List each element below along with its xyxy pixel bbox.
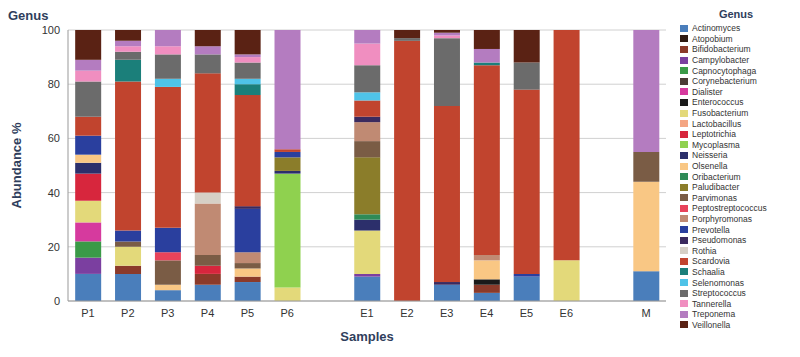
html-text:Corynebacterium: Corynebacterium: [692, 76, 757, 87]
html-text:Scardovia: Scardovia: [692, 256, 730, 267]
svg-text:E3: E3: [440, 307, 453, 319]
html-text:Campylobacter: Campylobacter: [692, 55, 750, 66]
svg-text:Samples: Samples: [340, 329, 393, 344]
svg-text:P2: P2: [121, 307, 134, 319]
html-text:Rothia: Rothia: [692, 245, 717, 256]
html-text:Fusobacterium: Fusobacterium: [692, 108, 749, 118]
html-text:Streptococcus: Streptococcus: [692, 288, 746, 299]
html-text:Atopobium: Atopobium: [692, 33, 733, 44]
html-text:Treponema: Treponema: [692, 309, 736, 320]
html-text:Neisseria: Neisseria: [692, 150, 728, 161]
svg-text:P4: P4: [201, 307, 214, 319]
html-text:Enterococcus: Enterococcus: [692, 97, 744, 108]
html-text:Dialister: Dialister: [692, 86, 723, 97]
svg-text:100: 100: [42, 24, 60, 36]
svg-text:80: 80: [48, 78, 60, 90]
html-text:Lactobacillus: Lactobacillus: [692, 118, 742, 129]
svg-text:E6: E6: [560, 307, 573, 319]
svg-text:20: 20: [48, 241, 60, 253]
html-text:Leptotrichia: Leptotrichia: [692, 129, 736, 140]
svg-text:P5: P5: [241, 307, 254, 319]
html-text:Bifidobacterium: Bifidobacterium: [692, 44, 751, 55]
svg-text:M: M: [641, 307, 650, 319]
html-text:Genus: Genus: [718, 8, 754, 20]
html-text:Oribacterium: Oribacterium: [692, 171, 741, 182]
svg-text:E2: E2: [400, 307, 413, 319]
svg-text:E1: E1: [360, 307, 373, 319]
html-text:Peptostreptococcus: Peptostreptococcus: [692, 203, 767, 214]
html-text:Olsenella: Olsenella: [692, 161, 728, 171]
html-text:Schaalia: Schaalia: [692, 267, 725, 277]
html-text:Porphyromonas: Porphyromonas: [692, 214, 752, 224]
html-text:Parvimonas: Parvimonas: [692, 192, 737, 203]
svg-text:0: 0: [54, 295, 60, 307]
svg-text:P3: P3: [161, 307, 174, 319]
html-text:Prevotella: Prevotella: [692, 224, 730, 235]
html-text:Paludibacter: Paludibacter: [692, 182, 740, 193]
html-text:Pseudomonas: Pseudomonas: [692, 235, 747, 246]
svg-text:P6: P6: [281, 307, 294, 319]
svg-text:E5: E5: [520, 307, 533, 319]
html-text:Actinomyces: Actinomyces: [692, 23, 741, 34]
svg-text:60: 60: [48, 132, 60, 144]
html-text:Selenomonas: Selenomonas: [692, 277, 744, 288]
html-text:Genus: Genus: [8, 8, 49, 23]
svg-text:40: 40: [48, 187, 60, 199]
html-text:Veillonella: Veillonella: [692, 319, 731, 330]
svg-text:E4: E4: [480, 307, 493, 319]
html-text:Mycoplasma: Mycoplasma: [692, 139, 740, 150]
html-text:Tannerella: Tannerella: [692, 298, 732, 309]
svg-text:P1: P1: [81, 307, 94, 319]
html-text:Capnocytophaga: Capnocytophaga: [692, 65, 757, 76]
svg-text:Abundance %: Abundance %: [9, 122, 24, 208]
